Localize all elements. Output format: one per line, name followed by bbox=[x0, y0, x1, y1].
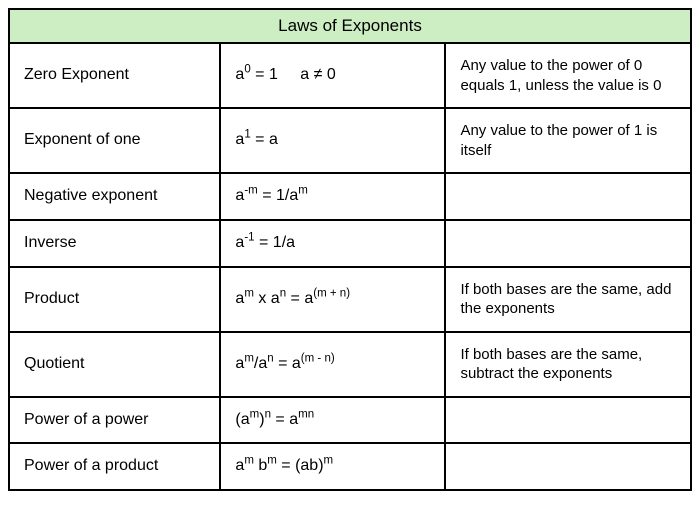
law-formula: a-m = 1/am bbox=[220, 173, 445, 220]
law-formula: a0 = 1 a ≠ 0 bbox=[220, 43, 445, 108]
table-row: Productam x an = a(m + n)If both bases a… bbox=[9, 267, 691, 332]
law-name: Power of a product bbox=[9, 443, 220, 490]
law-description: Any value to the power of 1 is itself bbox=[445, 108, 691, 173]
law-description: If both bases are the same, subtract the… bbox=[445, 332, 691, 397]
table-row: Negative exponenta-m = 1/am bbox=[9, 173, 691, 220]
law-description: If both bases are the same, add the expo… bbox=[445, 267, 691, 332]
table-row: Exponent of onea1 = aAny value to the po… bbox=[9, 108, 691, 173]
law-formula: a1 = a bbox=[220, 108, 445, 173]
law-formula: am/an = a(m - n) bbox=[220, 332, 445, 397]
table-body: Zero Exponenta0 = 1 a ≠ 0Any value to th… bbox=[9, 43, 691, 490]
laws-of-exponents-table: Laws of Exponents Zero Exponenta0 = 1 a … bbox=[8, 8, 692, 491]
law-description bbox=[445, 220, 691, 267]
table-row: Zero Exponenta0 = 1 a ≠ 0Any value to th… bbox=[9, 43, 691, 108]
law-description bbox=[445, 397, 691, 444]
law-description: Any value to the power of 0 equals 1, un… bbox=[445, 43, 691, 108]
law-name: Quotient bbox=[9, 332, 220, 397]
law-name: Power of a power bbox=[9, 397, 220, 444]
table-row: Quotientam/an = a(m - n)If both bases ar… bbox=[9, 332, 691, 397]
table-row: Inversea-1 = 1/a bbox=[9, 220, 691, 267]
law-name: Exponent of one bbox=[9, 108, 220, 173]
table-row: Power of a productam bm = (ab)m bbox=[9, 443, 691, 490]
law-description bbox=[445, 443, 691, 490]
law-name: Product bbox=[9, 267, 220, 332]
law-name: Zero Exponent bbox=[9, 43, 220, 108]
law-description bbox=[445, 173, 691, 220]
table-row: Power of a power(am)n = amn bbox=[9, 397, 691, 444]
law-name: Negative exponent bbox=[9, 173, 220, 220]
law-name: Inverse bbox=[9, 220, 220, 267]
law-formula: a-1 = 1/a bbox=[220, 220, 445, 267]
law-formula: am bm = (ab)m bbox=[220, 443, 445, 490]
law-formula: am x an = a(m + n) bbox=[220, 267, 445, 332]
law-formula: (am)n = amn bbox=[220, 397, 445, 444]
table-title: Laws of Exponents bbox=[9, 9, 691, 43]
